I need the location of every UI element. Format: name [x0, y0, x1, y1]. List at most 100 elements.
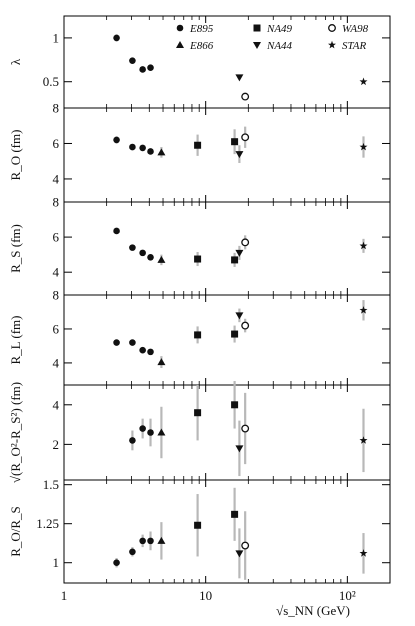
data-point-na44	[235, 249, 244, 257]
panel-frame	[63, 479, 391, 584]
data-point-na49	[231, 510, 239, 518]
data-point-e895	[113, 339, 120, 346]
y-tick-label: 1.5	[43, 477, 59, 492]
data-point-e895	[147, 348, 154, 356]
data-point-e895	[129, 339, 136, 346]
data-point-na44	[235, 445, 244, 453]
data-point-e895	[139, 66, 146, 73]
panel-frame	[63, 384, 391, 481]
data-point-e895	[147, 253, 154, 261]
panel-frame	[63, 294, 391, 386]
y-tick-label: 2	[53, 437, 60, 452]
y-tick-label: 4	[53, 265, 60, 280]
y-tick-label: 4	[53, 355, 60, 370]
legend-marker-wa98	[328, 24, 336, 32]
data-point-e895	[147, 537, 154, 545]
legend-marker-e866	[176, 41, 184, 48]
data-point-e866	[157, 428, 166, 436]
legend-marker-na44	[253, 42, 261, 49]
data-point-wa98	[241, 321, 250, 330]
panel-rl: 8 6 4 R_L (fm)	[8, 288, 391, 386]
y-tick-label: 6	[53, 136, 60, 151]
data-point-na44	[235, 312, 244, 320]
data-point-wa98	[241, 238, 250, 247]
data-point-star	[359, 77, 368, 86]
panel-ro: 8 6 4 R_O (fm)	[8, 101, 391, 203]
data-point-na49	[194, 331, 202, 339]
data-point-e866	[157, 536, 166, 544]
data-point-na44	[235, 74, 244, 82]
data-point-star	[359, 549, 368, 557]
x-tick-label: 1	[61, 588, 68, 603]
y-axis-label: R_S (fm)	[8, 224, 23, 273]
data-point-wa98	[241, 424, 250, 433]
panel-frame	[63, 201, 391, 296]
y-tick-label: 8	[53, 195, 60, 210]
y-axis-label: R_O (fm)	[8, 130, 23, 181]
y-tick-label: 4	[53, 171, 60, 186]
data-point-na49	[231, 256, 239, 264]
y-tick-label: 4	[53, 397, 60, 412]
legend-label-e895: E895	[189, 23, 214, 35]
data-point-e895	[147, 148, 154, 155]
data-point-wa98	[241, 133, 250, 142]
data-point-e895	[139, 346, 146, 354]
y-tick-label: 0.5	[43, 74, 59, 89]
y-tick-label: 6	[53, 321, 60, 336]
y-tick-label: 1	[53, 555, 60, 570]
data-point-e895	[139, 425, 146, 432]
data-point-e895	[139, 249, 146, 257]
data-point-e866	[157, 148, 166, 156]
panel-ratio: 1.5 1.25 1 R_O/R_S	[8, 477, 391, 584]
panel-rs: 8 6 4 R_S (fm)	[8, 195, 391, 296]
y-tick-label: 6	[53, 230, 60, 245]
legend-marker-e895	[176, 24, 184, 32]
data-point-na49	[194, 255, 202, 263]
data-point-na44	[235, 151, 244, 159]
legend-label-star: STAR	[342, 40, 367, 52]
data-point-e895	[129, 143, 136, 151]
legend-marker-star	[328, 40, 336, 49]
y-tick-label: 8	[53, 288, 60, 303]
data-point-e895	[113, 136, 120, 144]
data-point-star	[359, 142, 368, 151]
data-point-e895	[129, 437, 136, 444]
data-point-wa98	[241, 92, 250, 101]
data-point-e895	[129, 244, 136, 251]
panel-diff: 4 2 √(R_O²-R_S²) (fm)	[8, 381, 391, 483]
panel-frame	[63, 107, 391, 203]
data-point-e895	[129, 57, 136, 64]
data-point-e866	[157, 255, 166, 263]
y-tick-label: 1.25	[36, 516, 59, 531]
x-tick-label: 10	[199, 588, 212, 603]
y-tick-label: 1	[53, 30, 60, 45]
data-point-na49	[194, 141, 202, 149]
y-axis-label: λ	[8, 58, 23, 65]
data-point-e895	[147, 429, 154, 436]
data-point-star	[359, 306, 368, 314]
data-point-wa98	[241, 541, 250, 550]
data-point-star	[359, 241, 368, 250]
data-point-na44	[235, 550, 244, 558]
data-point-na49	[194, 521, 202, 529]
legend-label-wa98: WA98	[342, 23, 369, 35]
data-point-star	[359, 436, 368, 444]
data-point-na49	[231, 330, 239, 338]
legend: E895 NA49 WA98 E866 NA44 STAR	[176, 23, 369, 52]
data-point-na49	[231, 138, 239, 146]
data-point-e895	[147, 64, 154, 71]
legend-label-na49: NA49	[266, 23, 293, 35]
legend-label-na44: NA44	[266, 40, 293, 52]
legend-marker-na49	[253, 24, 261, 32]
data-point-e895	[139, 537, 146, 545]
data-point-e895	[129, 548, 136, 556]
y-axis-label: √(R_O²-R_S²) (fm)	[8, 382, 23, 483]
y-tick-label: 8	[53, 101, 60, 116]
data-point-e895	[113, 227, 120, 235]
data-point-na49	[231, 401, 239, 409]
data-point-e895	[113, 559, 120, 567]
y-axis-label: R_L (fm)	[8, 316, 23, 365]
y-axis-label: R_O/R_S	[8, 506, 23, 557]
legend-label-e866: E866	[189, 40, 214, 52]
x-axis-label: √s_NN (GeV)	[276, 603, 350, 618]
